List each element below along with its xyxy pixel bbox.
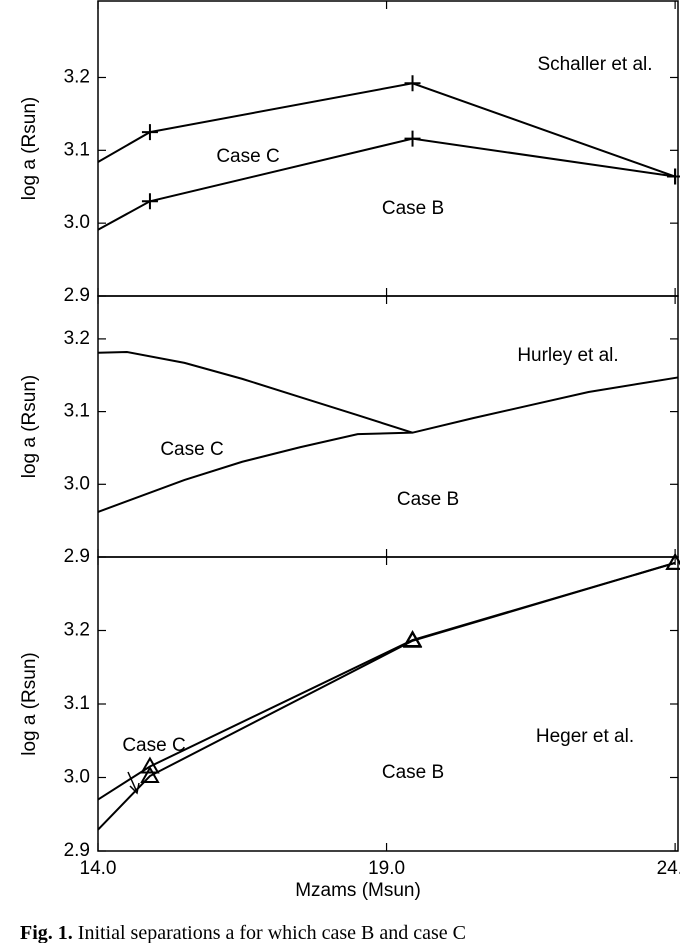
y-tick-label: 2.9	[64, 546, 90, 567]
data-line	[97, 82, 676, 178]
annotation-arrow	[127, 771, 137, 791]
triangle-marker	[402, 630, 423, 648]
data-line	[97, 561, 676, 831]
x-tick-label: 19.0	[368, 858, 405, 879]
plus-marker	[141, 193, 158, 210]
y-tick-label: 3.0	[64, 212, 90, 233]
series-name: Case B	[397, 489, 459, 510]
panel-label: Heger et al.	[536, 726, 634, 747]
y-tick-label: 3.2	[64, 66, 90, 87]
plus-marker	[667, 168, 680, 185]
y-tick-label: 3.0	[64, 473, 90, 494]
series-name: Case C	[160, 439, 223, 460]
y-tick-label: 3.2	[64, 620, 90, 641]
y-tick-label: 2.9	[64, 840, 90, 861]
y-tick-label: 3.1	[64, 401, 90, 422]
series-name: Case C	[122, 735, 185, 756]
y-axis-label: log a (Rsun)	[19, 97, 40, 201]
plus-marker	[404, 130, 421, 147]
series-name: Case C	[216, 146, 279, 167]
triangle-marker	[665, 552, 680, 570]
data-line	[97, 350, 413, 434]
caption: Fig. 1. Initial separations a for which …	[20, 922, 466, 943]
annotation-arrowhead	[129, 782, 140, 795]
caption-label: Fig. 1.	[20, 922, 73, 943]
x-tick-label: 24.0	[657, 858, 680, 879]
y-tick-label: 2.9	[64, 285, 90, 306]
plot-frame	[97, 0, 679, 297]
plus-marker	[404, 75, 421, 92]
y-tick-label: 3.2	[64, 328, 90, 349]
series-name: Case B	[382, 198, 444, 219]
triangle-marker	[140, 756, 160, 774]
y-axis-label: log a (Rsun)	[19, 375, 40, 479]
x-axis-label: Mzams (Msun)	[295, 880, 421, 901]
y-axis-label: log a (Rsun)	[19, 652, 40, 756]
panel-label: Schaller et al.	[537, 54, 652, 75]
data-line	[97, 137, 676, 231]
data-line	[97, 376, 679, 513]
panel-label: Hurley et al.	[517, 345, 618, 366]
plot-frame	[97, 556, 679, 852]
y-tick-label: 3.1	[64, 139, 90, 160]
caption-text: Initial separations a for which case B a…	[78, 922, 466, 943]
plus-marker	[141, 124, 158, 141]
y-tick-label: 3.0	[64, 767, 90, 788]
y-tick-label: 3.1	[64, 693, 90, 714]
triangle-marker	[140, 766, 160, 784]
series-name: Case B	[382, 762, 444, 783]
plot-frame	[97, 295, 679, 558]
x-tick-label: 14.0	[80, 858, 117, 879]
